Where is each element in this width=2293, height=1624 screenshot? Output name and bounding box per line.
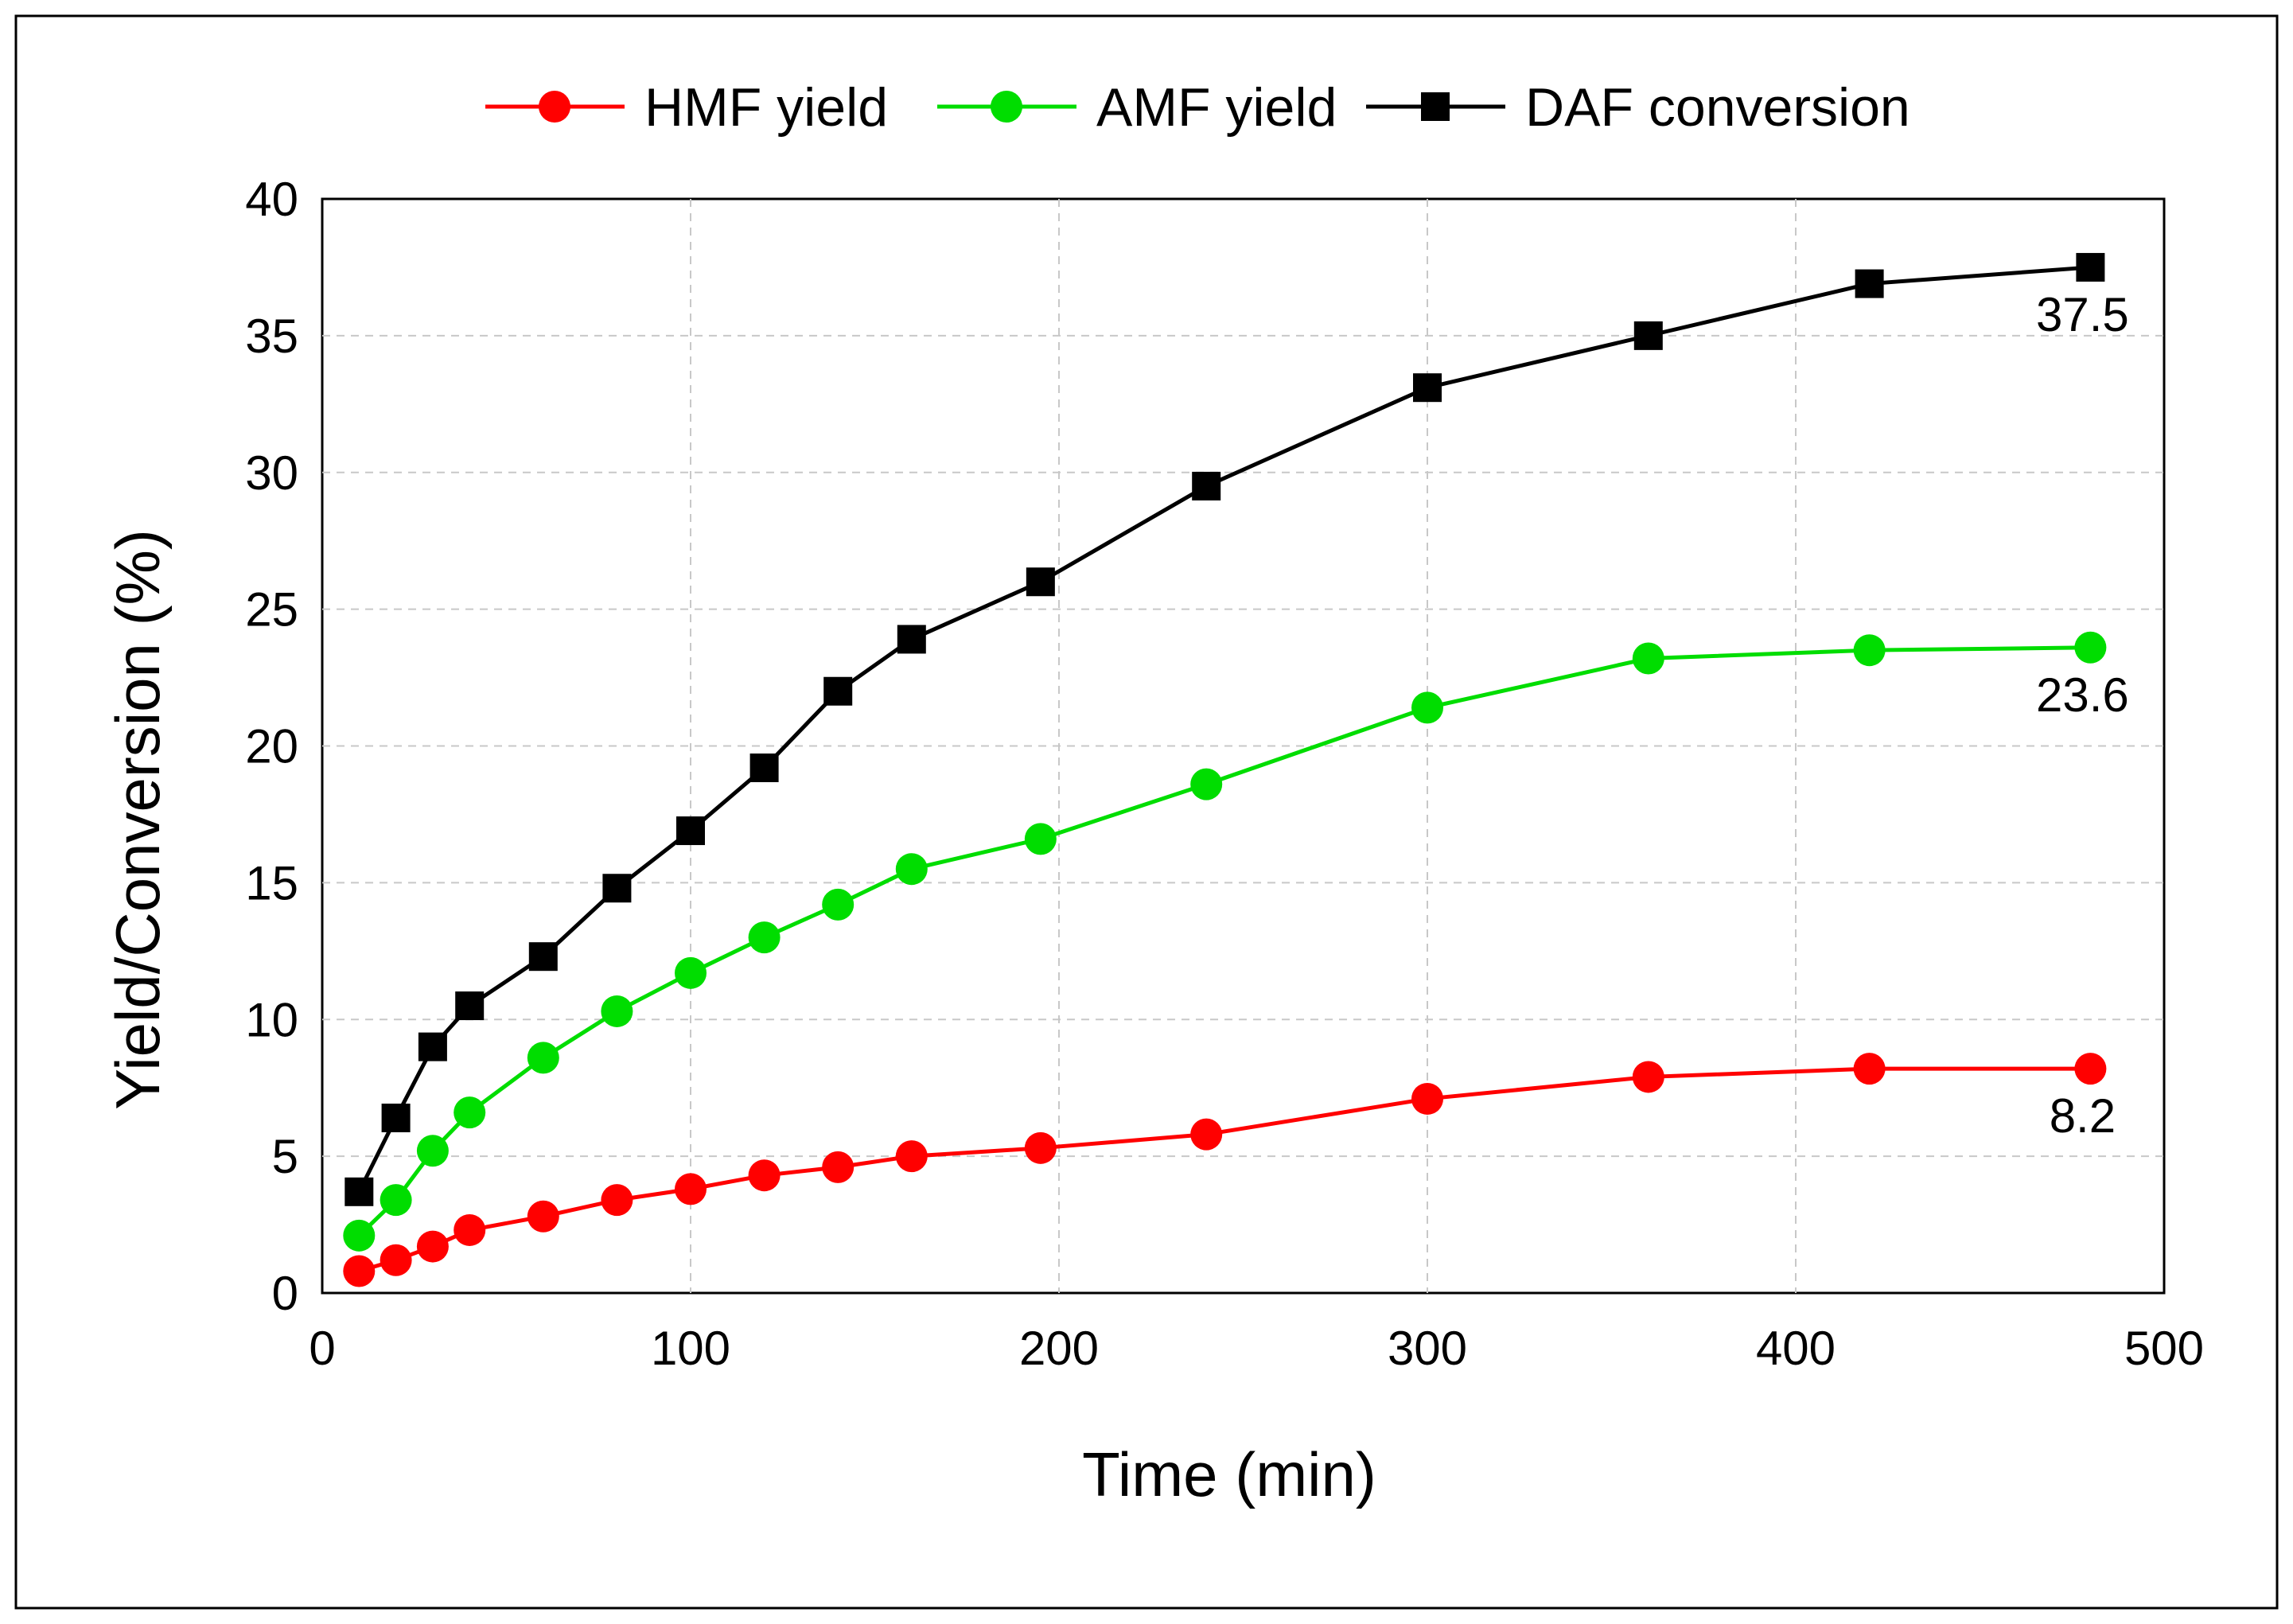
legend-label: HMF yield	[644, 77, 888, 138]
data-point-amf-yield	[1024, 823, 1057, 855]
data-point-daf-conversion	[1026, 567, 1055, 597]
legend: HMF yield AMF yield DAF conversion	[485, 77, 1910, 138]
x-tick-label: 400	[1756, 1322, 1836, 1375]
data-point-hmf-yield	[527, 1200, 559, 1233]
x-tick-label: 200	[1019, 1322, 1099, 1375]
data-point-hmf-yield	[454, 1213, 486, 1246]
legend-item-hmf-yield: HMF yield	[485, 77, 888, 138]
legend-item-amf-yield: AMF yield	[937, 77, 1337, 138]
data-point-daf-conversion	[1413, 373, 1442, 403]
data-point-daf-conversion	[897, 625, 926, 654]
chart-frame	[14, 14, 2279, 1610]
data-point-daf-conversion	[1855, 269, 1884, 298]
x-tick-label: 0	[309, 1322, 335, 1375]
data-point-daf-conversion	[381, 1104, 411, 1132]
series-layer	[343, 252, 2107, 1287]
data-point-amf-yield	[748, 921, 781, 954]
end-value-label-daf-conversion: 37.5	[2036, 288, 2129, 341]
data-point-amf-yield	[895, 853, 928, 886]
data-point-daf-conversion	[418, 1032, 447, 1061]
data-point-hmf-yield	[675, 1173, 707, 1205]
data-point-daf-conversion	[2076, 252, 2105, 282]
data-point-hmf-yield	[748, 1159, 781, 1192]
data-point-daf-conversion	[345, 1177, 374, 1206]
data-point-amf-yield	[454, 1096, 486, 1129]
legend-marker	[991, 91, 1022, 123]
data-labels: 8.2 23.6 37.5	[2036, 288, 2129, 1143]
axis-ticks: 0 100 200 300 400 500 0 5 10 15 20 25 30 35 40	[245, 173, 2204, 1375]
y-axis-title: Yield/Conversion (%)	[103, 529, 173, 1110]
data-point-daf-conversion	[602, 874, 632, 903]
y-tick-label: 0	[272, 1267, 298, 1320]
data-point-amf-yield	[822, 888, 855, 921]
y-tick-label: 40	[245, 173, 298, 226]
data-point-amf-yield	[1853, 634, 1886, 667]
data-point-hmf-yield	[1853, 1053, 1886, 1085]
y-tick-label: 25	[245, 583, 298, 637]
series-line-daf-conversion	[357, 265, 2091, 1193]
x-tick-label: 300	[1388, 1322, 1467, 1375]
series-hmf-yield	[343, 1053, 2107, 1287]
series-amf-yield	[343, 631, 2107, 1252]
y-tick-label: 30	[245, 446, 298, 500]
data-point-amf-yield	[2074, 631, 2107, 664]
data-point-hmf-yield	[822, 1151, 855, 1183]
legend-label: AMF yield	[1096, 77, 1337, 138]
data-point-hmf-yield	[1024, 1131, 1057, 1164]
data-point-amf-yield	[343, 1219, 376, 1252]
end-value-label-amf-yield: 23.6	[2036, 668, 2129, 722]
series-line-hmf-yield	[358, 1066, 2091, 1273]
data-point-amf-yield	[416, 1135, 449, 1167]
legend-marker	[539, 91, 570, 123]
data-point-hmf-yield	[601, 1184, 633, 1217]
data-point-hmf-yield	[1190, 1118, 1223, 1151]
data-point-hmf-yield	[343, 1255, 376, 1287]
x-tick-label: 500	[2124, 1322, 2204, 1375]
legend-marker	[1421, 92, 1450, 121]
data-point-daf-conversion	[455, 991, 485, 1021]
grid-lines	[322, 199, 2164, 1293]
data-point-hmf-yield	[2074, 1053, 2107, 1085]
y-tick-label: 20	[245, 720, 298, 773]
data-point-amf-yield	[1411, 691, 1443, 724]
data-point-hmf-yield	[895, 1140, 928, 1173]
data-point-daf-conversion	[1192, 471, 1221, 500]
data-point-daf-conversion	[749, 754, 779, 782]
legend-item-daf-conversion: DAF conversion	[1366, 77, 1910, 138]
data-point-hmf-yield	[1411, 1082, 1443, 1115]
data-point-hmf-yield	[416, 1230, 449, 1263]
legend-label: DAF conversion	[1525, 77, 1910, 138]
data-point-amf-yield	[675, 956, 707, 989]
y-tick-label: 15	[245, 856, 298, 909]
series-line-amf-yield	[357, 645, 2091, 1237]
end-value-label-hmf-yield: 8.2	[2050, 1089, 2116, 1143]
y-tick-label: 10	[245, 993, 298, 1046]
data-point-amf-yield	[1632, 642, 1664, 675]
data-point-daf-conversion	[676, 816, 705, 846]
data-point-hmf-yield	[1632, 1061, 1664, 1093]
data-point-amf-yield	[380, 1184, 412, 1217]
y-tick-label: 5	[272, 1130, 298, 1183]
series-daf-conversion	[345, 252, 2105, 1206]
data-point-daf-conversion	[528, 942, 558, 972]
data-point-amf-yield	[1190, 768, 1223, 800]
y-tick-label: 35	[245, 310, 298, 363]
data-point-amf-yield	[527, 1042, 559, 1074]
x-tick-label: 100	[651, 1322, 730, 1375]
x-axis-title: Time (min)	[1082, 1439, 1376, 1509]
data-point-daf-conversion	[1633, 321, 1663, 350]
data-point-amf-yield	[601, 995, 633, 1027]
data-point-hmf-yield	[380, 1244, 412, 1276]
data-point-daf-conversion	[823, 676, 853, 706]
